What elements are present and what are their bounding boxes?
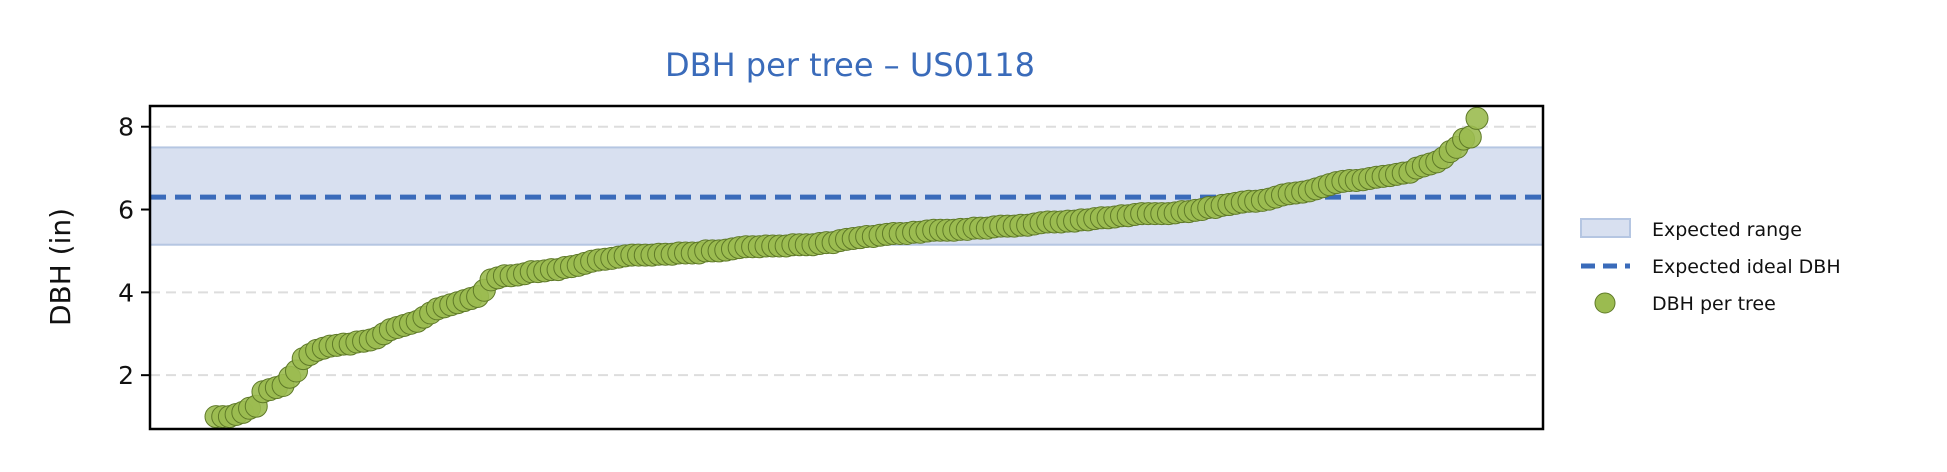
y-tick-label: 2: [118, 361, 134, 390]
plot-frame: [148, 104, 1545, 431]
data-point: [1465, 106, 1489, 130]
legend-swatch-expected-range: [1580, 218, 1631, 238]
y-axis-label: DBH (in): [44, 208, 77, 326]
chart-title: DBH per tree – US0118: [665, 46, 1035, 84]
legend-label-expected-ideal: Expected ideal DBH: [1652, 256, 1841, 278]
legend: Expected range Expected ideal DBH DBH pe…: [1580, 218, 1841, 315]
legend-swatch-dbh-points: [1594, 292, 1616, 314]
legend-label-dbh-per-tree: DBH per tree: [1652, 293, 1776, 315]
y-tick-label: 8: [118, 113, 134, 142]
y-tick-label: 6: [118, 196, 134, 225]
plot-area: 2 4 6 8: [118, 104, 1545, 431]
legend-label-expected-range: Expected range: [1652, 219, 1802, 241]
y-tick-label: 4: [118, 278, 134, 307]
